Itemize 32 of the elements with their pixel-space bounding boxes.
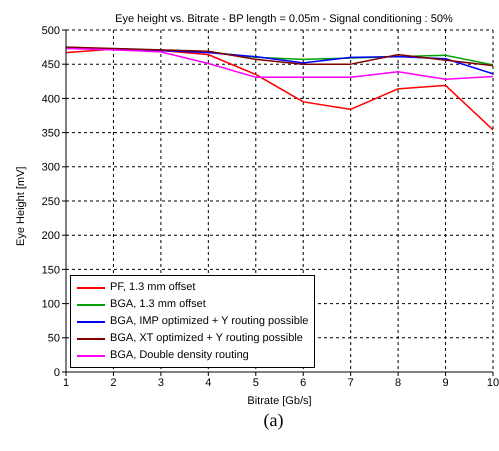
legend-label: BGA, IMP optimized + Y routing possible: [110, 314, 308, 329]
x-tick-label: 3: [158, 376, 164, 389]
x-tick-label: 1: [62, 376, 70, 389]
y-tick-label: 100: [42, 298, 60, 311]
y-tick-label: 200: [42, 230, 60, 242]
y-tick-label: 0: [54, 366, 60, 379]
x-axis-title: Bitrate [Gb/s]: [247, 395, 312, 407]
y-tick-label: 350: [42, 128, 60, 140]
y-tick-label: 400: [42, 93, 60, 106]
x-tick-label: 6: [300, 376, 306, 389]
x-tick-label: 5: [252, 376, 259, 389]
chart-title: Eye height vs. Bitrate - BP length = 0.05m - Signal conditioning : 50%: [115, 13, 454, 25]
legend-label: BGA, Double density routing: [110, 348, 249, 363]
x-tick-label: 8: [395, 376, 402, 389]
y-axis-title: Eye Height [mV]: [14, 166, 27, 246]
x-tick-label: 2: [110, 376, 117, 389]
legend-label: PF, 1.3 mm offset: [110, 280, 196, 295]
y-tick-label: 300: [42, 162, 60, 174]
legend-label: BGA, 1.3 mm offset: [110, 297, 206, 312]
line-series: [66, 48, 493, 80]
y-tick-label: 150: [42, 264, 60, 276]
y-tick-label: 50: [48, 332, 60, 345]
y-tick-label: 500: [42, 24, 60, 37]
x-tick-label: 10: [486, 376, 499, 389]
x-tick-label: 9: [442, 376, 449, 389]
y-tick-label: 450: [42, 59, 60, 72]
text: (a): [262, 410, 284, 431]
x-tick-label: 4: [205, 376, 212, 389]
line-series: [66, 46, 493, 66]
x-tick-label: 7: [348, 376, 354, 389]
legend-label: BGA, XT optimized + Y routing possible: [110, 331, 303, 346]
y-tick-label: 250: [42, 196, 60, 208]
